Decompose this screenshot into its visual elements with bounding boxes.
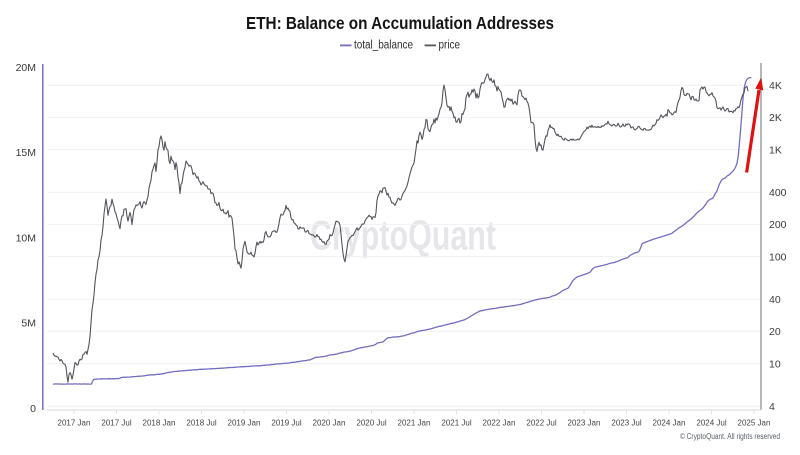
svg-text:2020 Jan: 2020 Jan	[313, 419, 346, 428]
svg-text:200: 200	[769, 219, 787, 231]
svg-text:2021 Jan: 2021 Jan	[398, 419, 431, 428]
svg-text:2023 Jan: 2023 Jan	[568, 419, 601, 428]
svg-text:2022 Jul: 2022 Jul	[526, 419, 556, 428]
svg-text:2019 Jul: 2019 Jul	[271, 419, 301, 428]
svg-text:100: 100	[769, 251, 787, 263]
svg-text:20M: 20M	[16, 62, 36, 74]
svg-text:2021 Jul: 2021 Jul	[441, 419, 471, 428]
svg-text:2K: 2K	[769, 112, 782, 124]
svg-text:400: 400	[769, 187, 787, 199]
svg-text:2018 Jan: 2018 Jan	[143, 419, 176, 428]
svg-text:2025 Jan: 2025 Jan	[738, 419, 771, 428]
svg-text:40: 40	[769, 294, 781, 306]
svg-text:2023 Jul: 2023 Jul	[611, 419, 641, 428]
svg-text:5M: 5M	[21, 318, 36, 330]
svg-text:2017 Jul: 2017 Jul	[101, 419, 131, 428]
svg-text:2024 Jul: 2024 Jul	[696, 419, 726, 428]
svg-text:10: 10	[769, 358, 781, 370]
svg-text:2024 Jan: 2024 Jan	[653, 419, 686, 428]
svg-text:1K: 1K	[769, 144, 782, 156]
svg-text:20: 20	[769, 326, 781, 338]
svg-text:2022 Jan: 2022 Jan	[483, 419, 516, 428]
svg-text:© CryptoQuant. All rights rese: © CryptoQuant. All rights reserved	[680, 432, 780, 441]
svg-text:2018 Jul: 2018 Jul	[186, 419, 216, 428]
svg-text:total_balance: total_balance	[354, 40, 413, 52]
svg-text:ETH: Balance on Accumulation A: ETH: Balance on Accumulation Addresses	[246, 13, 554, 33]
svg-text:15M: 15M	[16, 147, 36, 159]
svg-text:10M: 10M	[16, 232, 36, 244]
svg-text:2019 Jan: 2019 Jan	[228, 419, 261, 428]
svg-text:CryptoQuant: CryptoQuant	[310, 212, 496, 259]
svg-text:2017 Jan: 2017 Jan	[58, 419, 91, 428]
svg-text:0: 0	[30, 403, 36, 415]
svg-text:price: price	[439, 40, 461, 52]
svg-text:4K: 4K	[769, 80, 782, 92]
svg-text:2020 Jul: 2020 Jul	[356, 419, 386, 428]
svg-text:4: 4	[769, 401, 775, 413]
